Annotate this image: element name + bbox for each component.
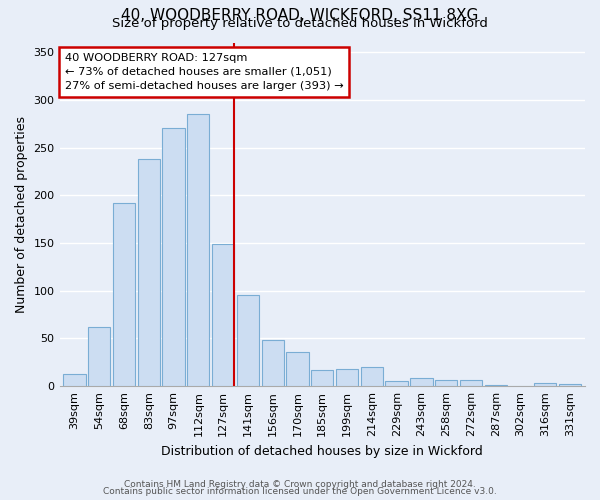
- Text: Contains HM Land Registry data © Crown copyright and database right 2024.: Contains HM Land Registry data © Crown c…: [124, 480, 476, 489]
- Bar: [485, 385, 507, 386]
- Text: 40, WOODBERRY ROAD, WICKFORD, SS11 8XG: 40, WOODBERRY ROAD, WICKFORD, SS11 8XG: [121, 8, 479, 22]
- X-axis label: Distribution of detached houses by size in Wickford: Distribution of detached houses by size …: [161, 444, 483, 458]
- Bar: [435, 380, 457, 386]
- Bar: [559, 384, 581, 386]
- Bar: [311, 370, 334, 386]
- Bar: [361, 367, 383, 386]
- Bar: [237, 294, 259, 386]
- Bar: [460, 380, 482, 386]
- Bar: [385, 382, 408, 386]
- Bar: [63, 374, 86, 386]
- Bar: [88, 327, 110, 386]
- Bar: [262, 340, 284, 386]
- Y-axis label: Number of detached properties: Number of detached properties: [15, 116, 28, 313]
- Bar: [410, 378, 433, 386]
- Bar: [163, 128, 185, 386]
- Bar: [137, 159, 160, 386]
- Bar: [336, 369, 358, 386]
- Text: Size of property relative to detached houses in Wickford: Size of property relative to detached ho…: [112, 18, 488, 30]
- Bar: [534, 384, 556, 386]
- Text: 40 WOODBERRY ROAD: 127sqm
← 73% of detached houses are smaller (1,051)
27% of se: 40 WOODBERRY ROAD: 127sqm ← 73% of detac…: [65, 53, 343, 91]
- Bar: [113, 203, 135, 386]
- Text: Contains public sector information licensed under the Open Government Licence v3: Contains public sector information licen…: [103, 488, 497, 496]
- Bar: [286, 352, 308, 386]
- Bar: [187, 114, 209, 386]
- Bar: [212, 244, 234, 386]
